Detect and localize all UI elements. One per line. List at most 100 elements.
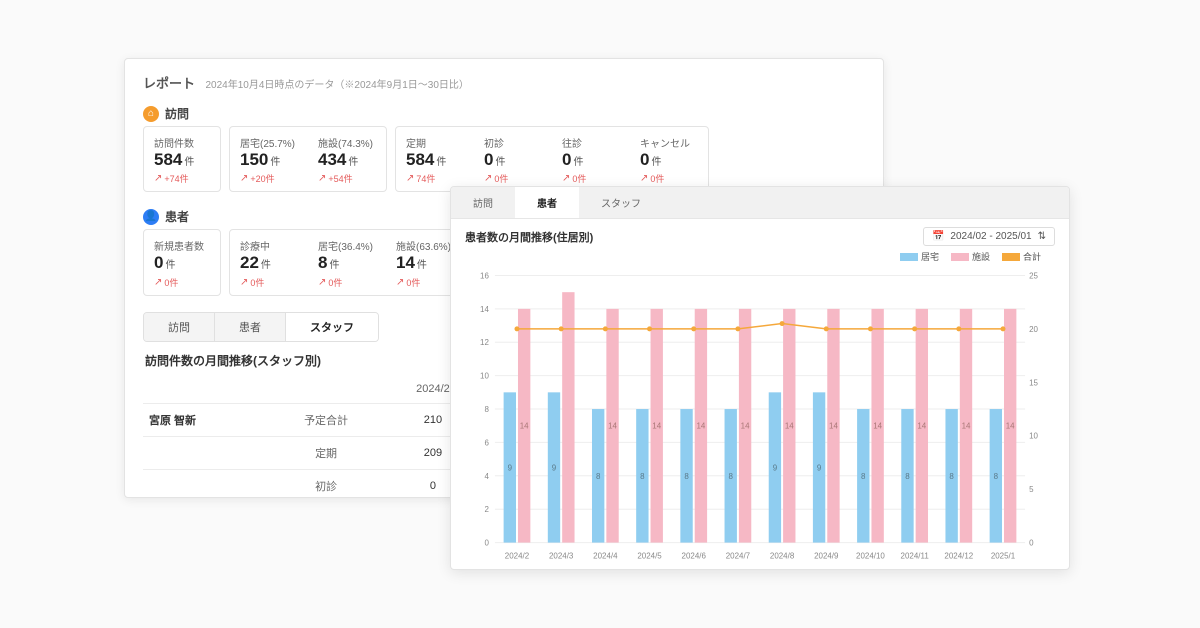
- metric-value: 584件: [154, 150, 210, 170]
- svg-text:14: 14: [785, 422, 794, 431]
- svg-text:0: 0: [1029, 539, 1034, 548]
- metric-card: 居宅(36.4%)8件 0件: [308, 230, 386, 294]
- metric-label: 診療中: [240, 238, 298, 253]
- metric-delta: 0件: [318, 276, 376, 289]
- svg-text:2: 2: [484, 505, 489, 514]
- patient-icon: 👤: [143, 209, 159, 225]
- date-range-text: 2024/02 - 2025/01: [950, 231, 1031, 242]
- metric-delta: 0件: [240, 276, 298, 289]
- svg-text:12: 12: [480, 338, 489, 347]
- metric-label: 居宅(25.7%): [240, 135, 298, 150]
- svg-text:4: 4: [484, 472, 489, 481]
- metric-card: 往診0件0件: [552, 127, 630, 191]
- metric-delta: 0件: [396, 276, 454, 289]
- metric-value: 8件: [318, 253, 376, 273]
- chart-area: 024681012141605101520259142024/292024/38…: [465, 269, 1055, 569]
- date-range-picker[interactable]: 📅 2024/02 - 2025/01 ⇅: [923, 227, 1055, 246]
- legend-item: 居宅: [900, 250, 939, 263]
- svg-text:2024/9: 2024/9: [814, 552, 839, 561]
- svg-text:9: 9: [817, 463, 822, 472]
- tab-スタッフ[interactable]: スタッフ: [286, 313, 378, 341]
- section-patient-label: 患者: [165, 208, 189, 225]
- svg-text:2024/7: 2024/7: [726, 552, 751, 561]
- metric-label: 往診: [562, 135, 620, 150]
- metric-delta: 0件: [640, 172, 698, 185]
- chart-title: 患者数の月間推移(住居別): [465, 229, 593, 245]
- svg-text:8: 8: [640, 472, 645, 481]
- svg-text:9: 9: [773, 463, 778, 472]
- svg-text:14: 14: [873, 422, 882, 431]
- svg-text:8: 8: [484, 405, 489, 414]
- metric-label: 居宅(36.4%): [318, 238, 376, 253]
- svg-text:14: 14: [829, 422, 838, 431]
- legend-item: 施設: [951, 250, 990, 263]
- metric-card: 定期584件74件: [396, 127, 474, 191]
- metric-label: 新規患者数: [154, 238, 210, 253]
- metric-delta: 74件: [406, 172, 464, 185]
- svg-text:8: 8: [861, 472, 866, 481]
- svg-text:2024/12: 2024/12: [944, 552, 973, 561]
- svg-text:20: 20: [1029, 325, 1038, 334]
- metric-delta: 0件: [484, 172, 542, 185]
- metric-card: 居宅(25.7%)150件 +20件: [230, 127, 308, 191]
- metric-card: 新規患者数0件0件: [143, 229, 221, 295]
- stepper-icon[interactable]: ⇅: [1038, 231, 1046, 242]
- svg-text:14: 14: [520, 422, 529, 431]
- tab-患者[interactable]: 患者: [215, 313, 286, 341]
- metric-card: 診療中22件0件: [230, 230, 308, 294]
- svg-text:8: 8: [905, 472, 910, 481]
- svg-text:5: 5: [1029, 485, 1034, 494]
- metric-value: 584件: [406, 150, 464, 170]
- metric-label: 施設(63.6%): [396, 238, 454, 253]
- metric-delta: +20件: [240, 172, 298, 185]
- svg-text:10: 10: [1029, 432, 1038, 441]
- svg-text:14: 14: [1006, 422, 1015, 431]
- svg-text:14: 14: [962, 422, 971, 431]
- tab-スタッフ[interactable]: スタッフ: [579, 187, 663, 218]
- metric-delta: +74件: [154, 172, 210, 185]
- metric-label: キャンセル: [640, 135, 698, 150]
- chart-legend: 居宅施設合計: [451, 248, 1069, 263]
- svg-text:14: 14: [480, 305, 489, 314]
- metric-value: 0件: [154, 253, 210, 273]
- metric-value: 0件: [484, 150, 542, 170]
- svg-text:16: 16: [480, 271, 489, 280]
- metric-value: 14件: [396, 253, 454, 273]
- svg-text:14: 14: [917, 422, 926, 431]
- metric-value: 0件: [562, 150, 620, 170]
- svg-text:2024/10: 2024/10: [856, 552, 885, 561]
- tab-訪問[interactable]: 訪問: [144, 313, 215, 341]
- metric-card: 初診0件0件: [474, 127, 552, 191]
- svg-text:14: 14: [608, 422, 617, 431]
- svg-text:8: 8: [994, 472, 999, 481]
- metric-value: 0件: [640, 150, 698, 170]
- svg-text:2024/6: 2024/6: [682, 552, 707, 561]
- svg-text:8: 8: [684, 472, 689, 481]
- metric-delta: +54件: [318, 172, 376, 185]
- report-tabs: 訪問患者スタッフ: [143, 312, 379, 342]
- tab-患者[interactable]: 患者: [515, 187, 579, 218]
- report-title: レポート: [143, 73, 195, 92]
- calendar-icon: 📅: [932, 231, 944, 242]
- svg-text:14: 14: [696, 422, 705, 431]
- section-visit: ⌂ 訪問: [125, 99, 883, 126]
- svg-text:2024/5: 2024/5: [637, 552, 662, 561]
- metric-value: 434件: [318, 150, 376, 170]
- svg-text:14: 14: [741, 422, 750, 431]
- metric-card: キャンセル0件0件: [630, 127, 708, 191]
- report-subtitle: 2024年10月4日時点のデータ（※2024年9月1日〜30日比）: [205, 80, 468, 91]
- chart-panel: 訪問患者スタッフ 患者数の月間推移(住居別) 📅 2024/02 - 2025/…: [450, 186, 1070, 570]
- svg-text:2024/4: 2024/4: [593, 552, 618, 561]
- metric-value: 150件: [240, 150, 298, 170]
- svg-text:2024/11: 2024/11: [901, 552, 930, 561]
- chart-tabs: 訪問患者スタッフ: [451, 187, 1069, 219]
- section-visit-label: 訪問: [165, 105, 189, 122]
- svg-text:6: 6: [484, 438, 489, 447]
- svg-text:9: 9: [508, 463, 513, 472]
- svg-text:2024/2: 2024/2: [505, 552, 530, 561]
- metric-card: 施設(74.3%)434件+54件: [308, 127, 386, 191]
- tab-訪問[interactable]: 訪問: [451, 187, 515, 218]
- svg-text:9: 9: [552, 463, 557, 472]
- legend-item: 合計: [1002, 250, 1041, 263]
- svg-text:10: 10: [480, 372, 489, 381]
